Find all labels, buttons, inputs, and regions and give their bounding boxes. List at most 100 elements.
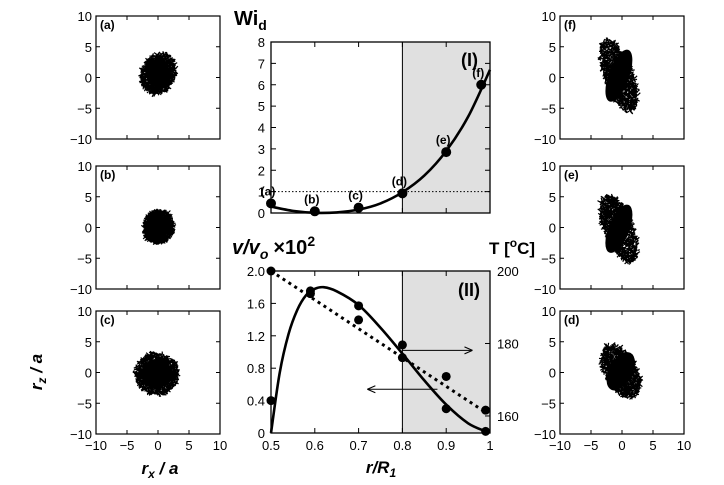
panel-I-title-sub: d (258, 17, 267, 33)
scatter-panel-c: 10 5 0 −5 −10−10 −5 0 5 10 (c) (70, 304, 227, 453)
data-point (441, 147, 452, 158)
x-tick-label: 0 (618, 438, 625, 453)
velocity-label-sub: o (260, 246, 269, 262)
y-tick-label: 2.0 (247, 264, 265, 279)
panel-I-title-main: Wi (234, 8, 258, 30)
y-tick-label: 0 (549, 366, 556, 381)
x-tick-label: 10 (677, 438, 691, 453)
y-tick-label: −10 (534, 282, 556, 297)
panel-I-title: Wid (234, 8, 267, 33)
scatter-panel-label: (a) (100, 18, 115, 32)
velocity-label-scale: ×10 (273, 237, 307, 259)
panel-II-points (266, 266, 491, 436)
y-tick-label: 0.8 (247, 361, 265, 376)
y-tick-label: −10 (534, 427, 556, 442)
y-tick-label: −5 (541, 251, 556, 266)
x-tick-label: 0.7 (350, 438, 368, 453)
y-tick-label: 8 (258, 35, 265, 50)
conformation-core (141, 359, 173, 389)
left-xlabel-sub: x (147, 467, 156, 481)
x-tick-label: 5 (649, 438, 656, 453)
scatter-panel-label: (e) (564, 168, 579, 182)
velocity-point (441, 404, 451, 414)
x-tick-label: 0.6 (306, 438, 324, 453)
temperature-point (397, 340, 407, 350)
data-point-label: (f) (472, 66, 484, 80)
x-tick-label: 0 (154, 438, 161, 453)
data-point (397, 188, 408, 199)
y-tick-label: 10 (78, 159, 92, 174)
y-tick-label: −5 (77, 396, 92, 411)
panel-II-x-axis-label: r/R1 (366, 458, 397, 480)
panel-II-frame (270, 270, 491, 434)
temperature-label-main: T [ (489, 239, 510, 258)
y-tick-label: −10 (534, 132, 556, 147)
y-tick-label: 3 (258, 142, 265, 157)
scatter-panel-b: 10 5 0 −5 −10 (b) (70, 159, 221, 297)
data-point (353, 202, 364, 213)
temperature-point (441, 371, 451, 381)
y-tick-label: 0 (85, 221, 92, 236)
y-tick-label: 1.2 (247, 329, 265, 344)
y-tick-label: 1 (258, 185, 265, 200)
panel-I-tag: (I) (461, 50, 478, 70)
x-tick-label: 10 (213, 438, 227, 453)
y-tick-label: −5 (541, 101, 556, 116)
scatter-panel-f: 10 5 0 −5 −10 (f) (534, 9, 685, 147)
y-tick-label: 5 (85, 190, 92, 205)
x-tick-label: −5 (120, 438, 135, 453)
panel-II-left-y-ticks: 0 0.4 0.8 1.2 1.6 2.0 (247, 264, 276, 441)
scatter-panel-a: 10 5 0 −5 −10 (a) (70, 9, 221, 147)
scatter-panel-label: (f) (564, 18, 576, 32)
y-tick-label: 4 (258, 121, 265, 136)
temperature-point (354, 315, 364, 325)
panel-I-frame (270, 41, 491, 214)
data-point-label: (b) (304, 192, 319, 206)
y-tick-label: 0.4 (247, 394, 265, 409)
left-xlabel-unit: a (169, 459, 178, 478)
panel-II-right-y-ticks: 160 180 200 (485, 264, 519, 424)
panel-II-arrows (367, 346, 473, 394)
y-tick-label: 0 (85, 71, 92, 86)
y-tick-label: 5 (549, 40, 556, 55)
data-point-label: (a) (261, 184, 276, 198)
xlabel-main: r/R (366, 458, 390, 477)
y-tick-label: 10 (542, 9, 556, 24)
conformation-core (145, 59, 171, 89)
left-ylabel-sub: z (35, 378, 49, 385)
y-tick-label: −5 (77, 101, 92, 116)
svg-text:rx / a: rx / a (142, 459, 179, 481)
y-tick-label: 2 (258, 163, 265, 178)
scatter-panel-label: (d) (564, 313, 579, 327)
y-tick-label: 10 (542, 304, 556, 319)
left-ylabel-unit: a (27, 354, 46, 363)
velocity-point (397, 353, 407, 363)
panel-II-right-axis-label: T [oC] (489, 236, 535, 258)
y-tick-label: 5 (549, 335, 556, 350)
x-tick-label: 0.5 (262, 438, 280, 453)
conformation-core (147, 214, 170, 239)
scatter-panel-d: 10 5 0 −5 −10−10 −5 0 5 10 (d) (534, 304, 691, 453)
arrow-head (367, 385, 376, 394)
x-tick-label: 0.8 (393, 438, 411, 453)
y2-tick-label: 160 (497, 409, 519, 424)
velocity-point (354, 301, 364, 311)
temperature-point (481, 405, 491, 415)
x-tick-label: −5 (584, 438, 599, 453)
velocity-point (481, 426, 491, 436)
y-tick-label: 0 (258, 206, 265, 221)
svg-text:rz / a: rz / a (27, 354, 49, 390)
left-x-axis-label: rx / a (142, 459, 179, 481)
conformation-core (605, 49, 633, 102)
scatter-panel-e: 10 5 0 −5 −10 (e) (534, 159, 685, 297)
y-tick-label: −5 (541, 396, 556, 411)
y-tick-label: 0 (258, 426, 265, 441)
y-tick-label: 0 (549, 221, 556, 236)
y-tick-label: 5 (85, 40, 92, 55)
panel-II-x-ticks: 0.5 0.6 0.7 0.8 0.9 1 (262, 271, 494, 453)
temperature-label-sup: o (510, 236, 517, 250)
y-tick-label: 5 (258, 99, 265, 114)
left-ylabel-main: r (27, 382, 46, 390)
